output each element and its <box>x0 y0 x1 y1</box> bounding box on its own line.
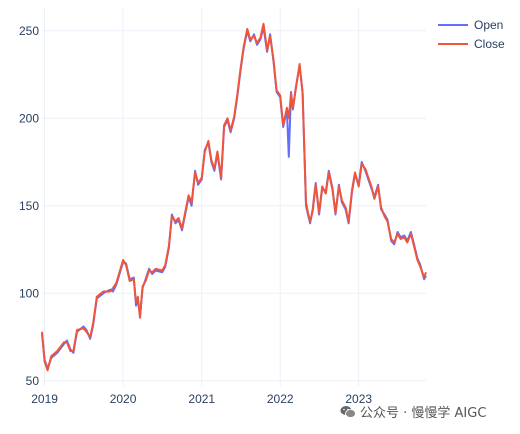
watermark-text: 公众号 · 慢慢学 AIGC <box>360 406 487 421</box>
legend-label: Open <box>474 18 503 32</box>
y-tick-label: 50 <box>26 374 40 388</box>
y-tick-label: 150 <box>19 199 39 213</box>
x-axis-ticks: 2019 2020 2021 2022 2023 <box>31 392 372 406</box>
wechat-icon <box>340 406 356 418</box>
legend-label: Close <box>474 37 505 51</box>
watermark: 公众号 · 慢慢学 AIGC <box>340 402 486 421</box>
x-tick-label: 2019 <box>31 392 58 406</box>
y-axis-ticks: 50 100 150 200 250 <box>19 24 39 388</box>
legend[interactable]: Open Close <box>438 18 505 51</box>
legend-item-open[interactable]: Open <box>438 18 503 32</box>
x-tick-label: 2021 <box>188 392 215 406</box>
series-lines <box>41 22 427 372</box>
y-tick-label: 100 <box>19 286 39 300</box>
legend-item-close[interactable]: Close <box>438 37 505 51</box>
x-tick-label: 2020 <box>110 392 137 406</box>
gridlines <box>42 8 426 386</box>
x-tick-label: 2023 <box>345 392 372 406</box>
series-line-close <box>41 22 427 372</box>
y-tick-label: 200 <box>19 111 39 125</box>
series-line-open <box>41 26 427 370</box>
y-tick-label: 250 <box>19 24 39 38</box>
x-tick-label: 2022 <box>267 392 294 406</box>
